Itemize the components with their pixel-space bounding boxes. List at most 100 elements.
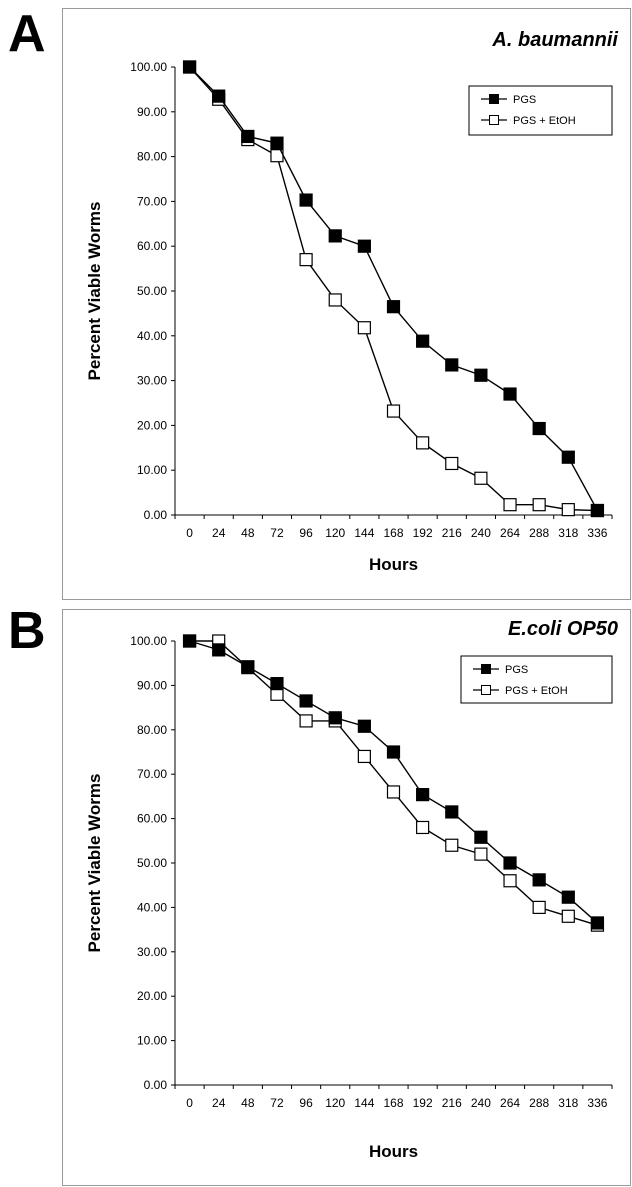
data-point-open-square [357,749,371,764]
y-tick-label: 90.00 [137,105,167,119]
data-point-open-square [503,498,517,512]
data-point-filled-square [299,694,313,708]
data-point-filled-square [590,916,605,930]
y-tick-label: 20.00 [137,418,167,432]
x-tick-label: 24 [212,1096,226,1110]
y-axis-title: Percent Viable Worms [85,202,104,381]
data-point-filled-square [270,677,284,691]
data-point-open-square [357,321,371,335]
legend-label: PGS + EtOH [505,685,568,697]
x-tick-label: 0 [186,1096,193,1110]
chart-canvas: E.coli OP50 0.00 10.00 20.00 30.00 40.00 50.00… [85,618,618,1161]
chart-title: A. baumannii [491,29,618,51]
y-tick-label: 60.00 [137,239,167,253]
y-tick-label: 40.00 [137,329,167,343]
data-point-open-square [445,838,459,852]
x-tick-label: 72 [270,1096,284,1110]
data-point-open-square [503,874,517,888]
x-tick-label: 216 [442,1096,462,1110]
x-tick-label: 168 [383,1096,403,1110]
data-point-filled-square [212,89,226,103]
x-tick-label: 192 [413,526,433,540]
x-tick-label: 336 [587,526,607,540]
data-point-filled-square [416,334,430,348]
legend-marker-filled-square [481,664,491,674]
chart-frame [62,609,631,1186]
x-axis-title: Hours [369,1142,418,1161]
legend-marker-open-square [481,685,491,695]
legend-marker-filled-square [489,94,499,104]
data-point-filled-square [357,719,371,733]
y-tick-label: 70.00 [137,767,167,781]
legend-marker-open-square [489,115,499,125]
y-tick-label: 10.00 [137,1034,167,1048]
chart-panel-a: A A. baumannii 0.00 10.00 20.00 30.00 40.00 50… [8,8,631,600]
data-point-open-square [386,785,401,799]
chart-canvas: A. baumannii 0.00 10.00 20.00 30.00 40.00 50.0… [85,29,618,574]
data-point-filled-square [445,358,459,372]
x-tick-label: 72 [270,526,284,540]
data-point-open-square [532,900,546,914]
data-point-open-square [386,404,401,418]
x-tick-label: 240 [471,1096,491,1110]
legend-label: PGS [505,664,528,676]
data-point-filled-square [299,193,313,207]
data-point-open-square [532,498,546,512]
legend-label: PGS [513,94,536,106]
x-tick-label: 0 [186,526,193,540]
data-point-filled-square [182,634,197,648]
data-point-filled-square [386,745,401,759]
x-tick-label: 318 [558,526,578,540]
data-point-open-square [416,820,430,835]
data-point-filled-square [561,450,575,464]
data-point-filled-square [503,387,517,401]
x-tick-label: 192 [413,1096,433,1110]
data-point-filled-square [270,136,284,150]
legend-label: PGS + EtOH [513,115,576,127]
y-tick-label: 20.00 [137,989,167,1003]
data-point-filled-square [357,239,371,253]
data-point-open-square [299,253,313,267]
legend-box [468,85,613,136]
data-point-open-square [328,293,342,307]
y-tick-label: 0.00 [144,1078,168,1092]
data-point-filled-square [503,856,517,870]
data-point-filled-square [182,60,197,74]
data-point-filled-square [445,805,459,819]
x-tick-label: 144 [354,526,374,540]
data-point-filled-square [241,129,255,144]
x-tick-label: 120 [325,1096,345,1110]
x-tick-label: 144 [354,1096,374,1110]
data-point-open-square [445,456,459,471]
y-tick-label: 50.00 [137,284,167,298]
x-tick-label: 168 [383,526,403,540]
y-tick-label: 50.00 [137,856,167,870]
y-tick-label: 40.00 [137,900,167,914]
data-point-filled-square [532,421,546,436]
data-point-filled-square [212,643,226,657]
data-point-filled-square [328,229,342,243]
x-tick-label: 216 [442,526,462,540]
y-tick-label: 80.00 [137,723,167,737]
data-point-open-square [561,909,575,923]
x-tick-label: 48 [241,526,255,540]
y-tick-label: 30.00 [137,374,167,388]
x-tick-label: 264 [500,1096,520,1110]
y-tick-label: 80.00 [137,150,167,164]
data-point-filled-square [416,788,430,802]
y-tick-label: 10.00 [137,463,167,477]
panel-letter: B [8,602,46,660]
data-point-filled-square [241,660,255,674]
y-tick-label: 90.00 [137,678,167,692]
legend-box [460,655,613,704]
chart-title: E.coli OP50 [508,618,618,640]
x-tick-label: 240 [471,526,491,540]
x-tick-label: 264 [500,526,520,540]
x-tick-label: 24 [212,526,226,540]
data-point-open-square [561,503,575,517]
y-tick-label: 100.00 [130,634,167,648]
chart-panel-b: B E.coli OP50 0.00 10.00 20.00 30.00 40.00 50.… [0,597,632,1187]
data-point-filled-square [532,873,546,887]
x-tick-label: 336 [587,1096,607,1110]
x-tick-label: 288 [529,1096,549,1110]
